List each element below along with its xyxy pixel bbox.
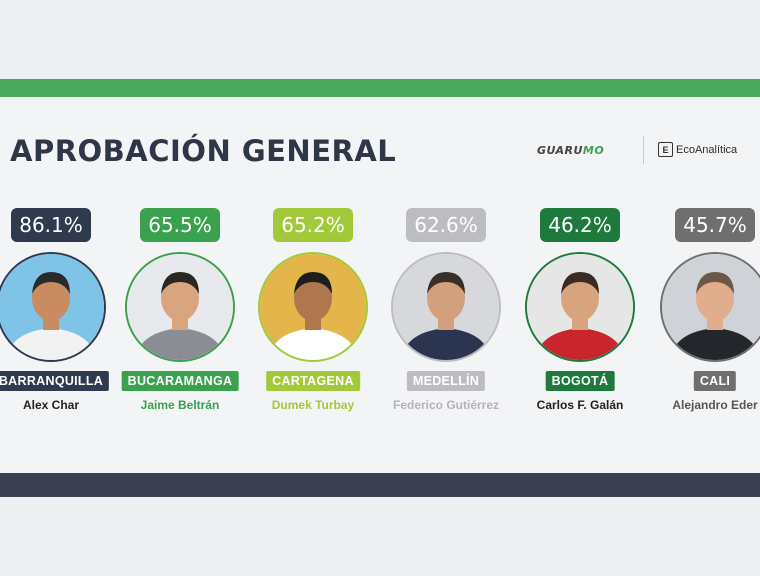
approval-value: 86.1% bbox=[11, 208, 91, 242]
bottom-accent-bar bbox=[0, 473, 760, 497]
mayor-photo bbox=[391, 252, 501, 362]
mayor-name: Alex Char bbox=[22, 398, 80, 412]
city-label: BOGOTÁ bbox=[545, 371, 615, 391]
page-title: APROBACIÓN GENERAL bbox=[10, 134, 397, 168]
ecoanalitica-logo: E EcoAnalítica bbox=[658, 142, 737, 157]
approval-value: 46.2% bbox=[540, 208, 620, 242]
approval-value: 45.7% bbox=[675, 208, 755, 242]
city-label: CARTAGENA bbox=[266, 371, 360, 391]
mayor-photo bbox=[0, 252, 106, 362]
city-label: MEDELLÍN bbox=[406, 371, 486, 391]
mayor-name: Federico Gutiérrez bbox=[392, 398, 500, 412]
ecoanalitica-icon: E bbox=[658, 142, 673, 157]
mayor-name: Carlos F. Galán bbox=[536, 398, 624, 412]
approval-value: 65.2% bbox=[273, 208, 353, 242]
top-accent-bar bbox=[0, 79, 760, 97]
mayor-photo bbox=[525, 252, 635, 362]
city-label: BUCARAMANGA bbox=[121, 371, 239, 391]
mayor-photo bbox=[660, 252, 760, 362]
mayor-name: Alejandro Eder bbox=[672, 398, 758, 412]
approval-value: 65.5% bbox=[140, 208, 220, 242]
city-label: BARRANQUILLA bbox=[0, 371, 110, 391]
logo-divider bbox=[643, 136, 644, 164]
mayor-name: Jaime Beltrán bbox=[140, 398, 220, 412]
mayor-photo bbox=[125, 252, 235, 362]
mayor-name: Dumek Turbay bbox=[271, 398, 355, 412]
mayor-photo bbox=[258, 252, 368, 362]
approval-value: 62.6% bbox=[406, 208, 486, 242]
guarumo-logo: GUARUMO bbox=[537, 144, 605, 157]
card-panel bbox=[0, 97, 760, 473]
city-label: CALI bbox=[693, 371, 737, 391]
ecoanalitica-label: EcoAnalítica bbox=[676, 143, 738, 156]
